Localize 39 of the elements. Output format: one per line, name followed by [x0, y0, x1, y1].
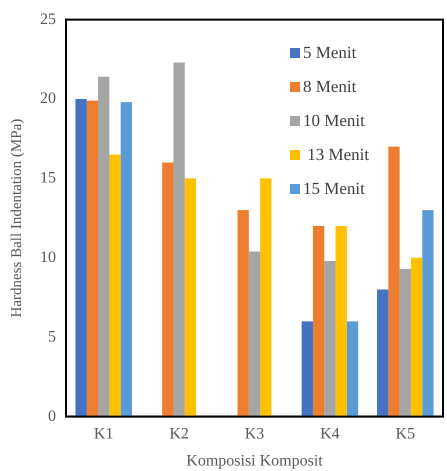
y-tick-label: 10 [40, 249, 56, 266]
bar [346, 321, 358, 417]
bar [184, 178, 196, 417]
legend-label: 15 Menit [303, 179, 365, 199]
legend-label: 13 Menit [306, 145, 370, 165]
bar [86, 100, 98, 417]
legend-label: 10 Menit [303, 111, 365, 131]
bar [336, 226, 347, 417]
x-axis-title: Komposisi Komposit [186, 452, 324, 470]
bar [120, 102, 132, 417]
bar [324, 260, 336, 417]
x-tick-label: K5 [396, 425, 416, 442]
bar [302, 321, 313, 417]
y-tick-label: 25 [40, 10, 56, 28]
bar [173, 62, 185, 417]
bar [109, 154, 121, 417]
bar [312, 226, 324, 417]
y-tick-label: 5 [48, 328, 56, 346]
legend-label: 5 Menit [303, 43, 356, 63]
y-tick-label: 20 [40, 90, 56, 108]
bar [238, 210, 249, 417]
bar [260, 178, 272, 417]
y-tick-label: 15 [40, 170, 56, 187]
bar [410, 258, 422, 417]
y-axis-title: Hardness Ball Indentation (MPa) [8, 118, 25, 318]
x-tick-label: K2 [169, 425, 189, 442]
bar [377, 290, 388, 417]
legend-label: 8 Menit [303, 77, 356, 97]
bar [98, 76, 110, 417]
bar [422, 210, 434, 417]
bar [248, 251, 260, 417]
bar [75, 99, 87, 417]
x-tick-label: K3 [244, 425, 264, 442]
bar [162, 162, 174, 417]
y-tick-label: 0 [48, 408, 56, 425]
x-tick-label: K4 [320, 425, 340, 442]
x-tick-label: K1 [94, 425, 114, 442]
bar [400, 268, 411, 417]
bar [388, 146, 400, 417]
